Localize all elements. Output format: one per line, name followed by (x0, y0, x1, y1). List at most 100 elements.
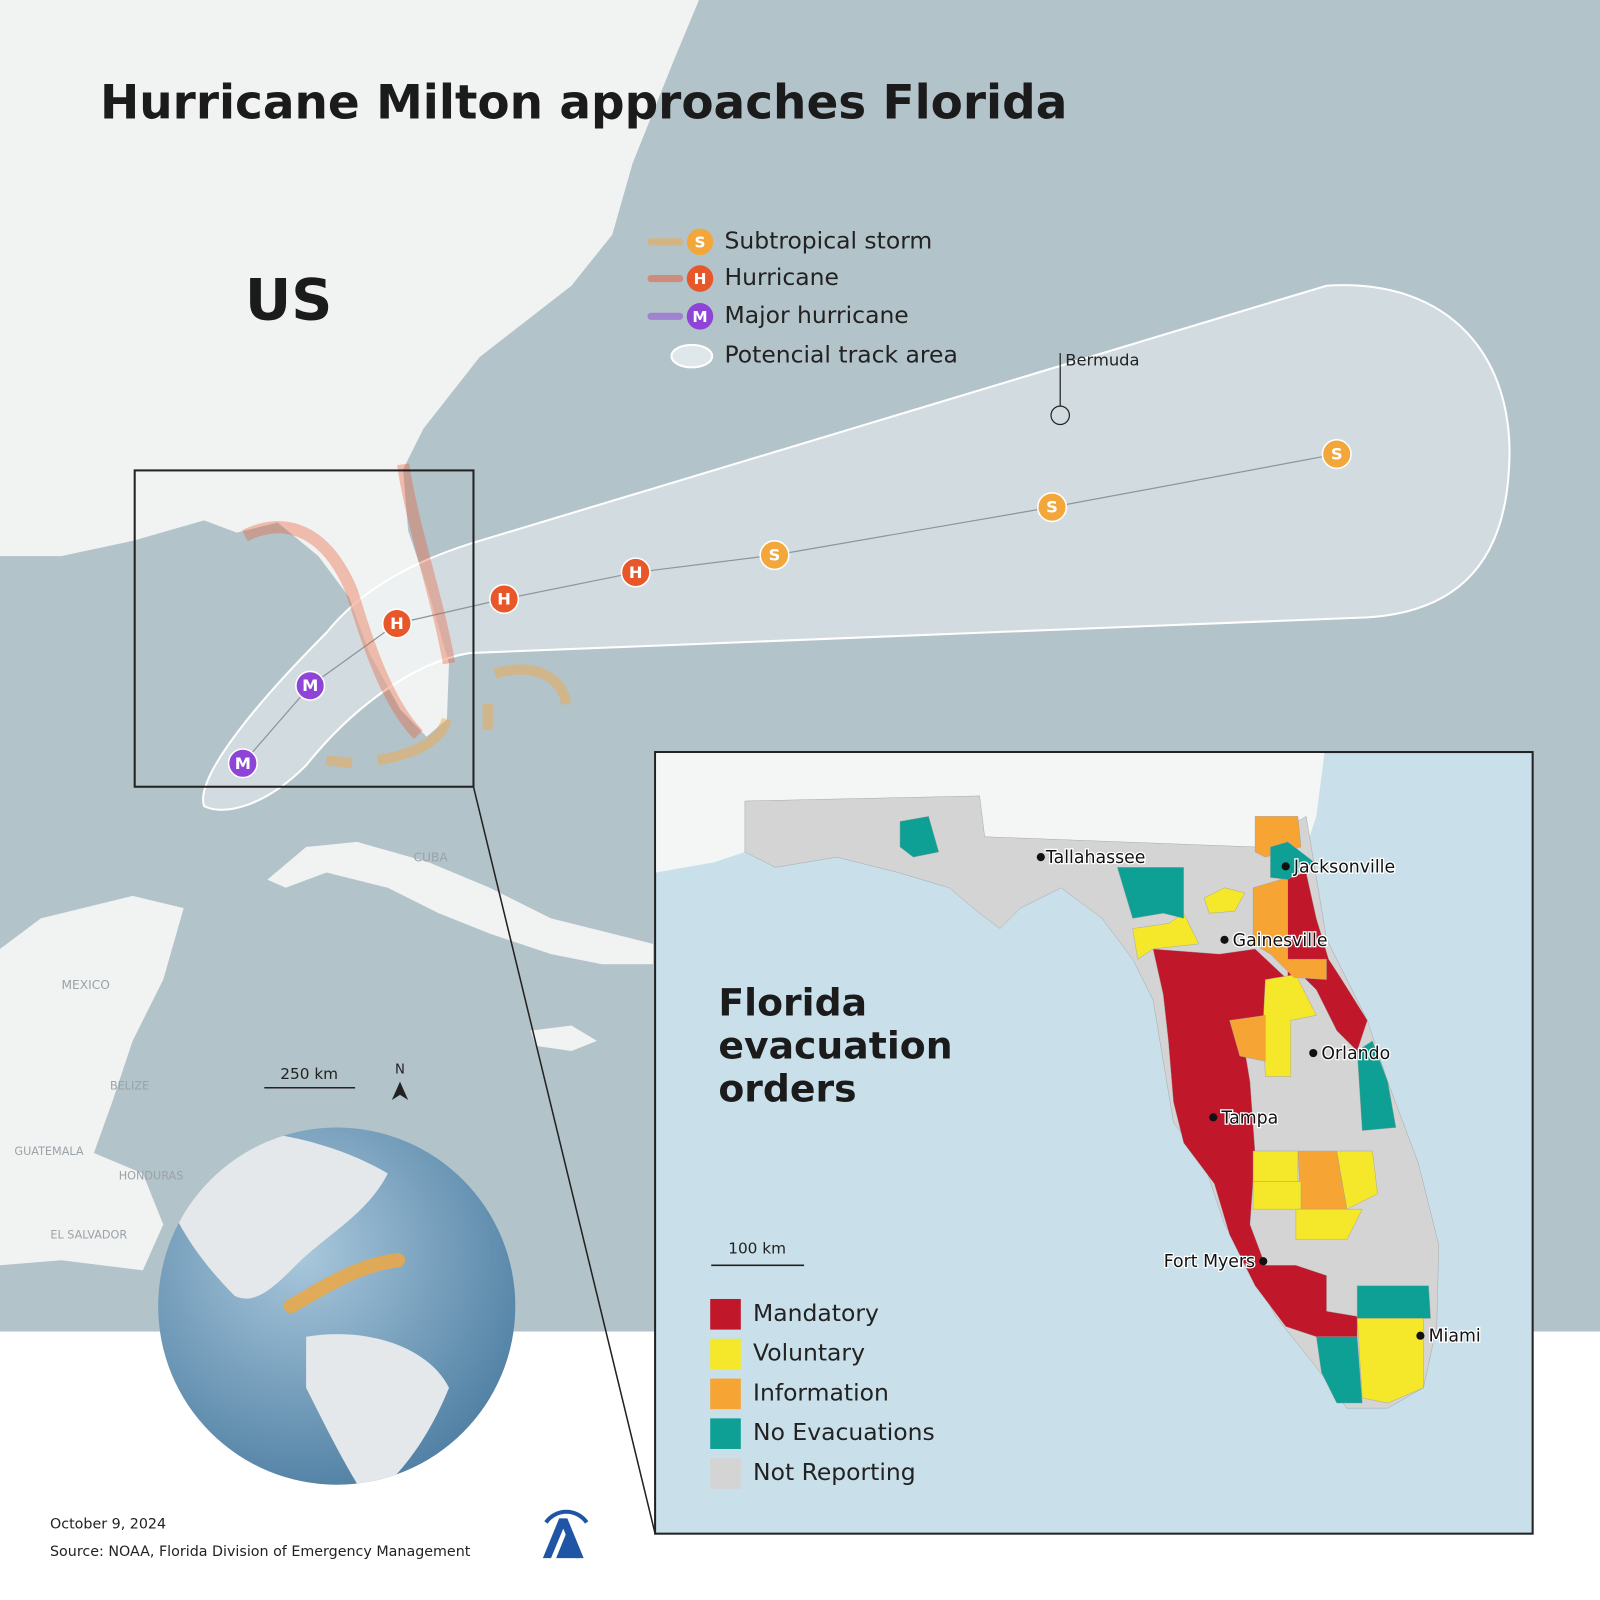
track-marker (1321, 439, 1352, 470)
city-label: Tampa (1220, 1108, 1278, 1128)
legend-label: Potencial track area (724, 341, 957, 369)
city-dot (1416, 1331, 1425, 1340)
county-region (1252, 1181, 1302, 1210)
place-label: GUATEMALA (14, 1145, 84, 1158)
city-dot (1309, 1048, 1318, 1058)
track-symbol: M (302, 676, 318, 695)
county-region (1356, 1285, 1431, 1319)
track-marker (620, 557, 651, 588)
us-land (0, 0, 699, 737)
place-label: CUBA (413, 851, 448, 865)
inset-scale-label: 100 km (728, 1239, 786, 1257)
county-region (1336, 1150, 1378, 1210)
globe-land (163, 1129, 449, 1485)
legend-symbol: M (692, 308, 707, 326)
track-marker (295, 670, 326, 701)
inset-map (654, 751, 1534, 1535)
storm-warning (325, 664, 572, 769)
county-region (1270, 841, 1315, 880)
track-symbol: S (1046, 498, 1058, 517)
county-region (1295, 1208, 1363, 1240)
track-symbol: M (235, 754, 251, 773)
legend-label: Subtropical storm (724, 226, 932, 254)
county-region (1203, 887, 1246, 914)
place-label: MEXICO (61, 978, 109, 992)
city-label: Orlando (1321, 1044, 1390, 1064)
north-label: N (395, 1062, 405, 1077)
track-symbol: H (497, 590, 511, 609)
globe-track (283, 1253, 406, 1314)
legend-marker (686, 265, 714, 292)
inset-title: evacuation (718, 1023, 952, 1067)
track-marker (227, 748, 258, 779)
country-label: US (245, 268, 333, 334)
central-america-land (0, 895, 184, 1271)
county-region (1252, 877, 1327, 980)
city-label: Miami (1429, 1327, 1481, 1347)
track-marker (759, 540, 790, 571)
legend-swatch (710, 1298, 741, 1330)
source: Source: NOAA, Florida Division of Emerge… (50, 1544, 471, 1560)
jamaica-land (530, 1025, 597, 1052)
legend-marker (686, 303, 714, 330)
county-region (1117, 867, 1184, 919)
city-label: Gainesville (1233, 931, 1328, 951)
legend-label: Voluntary (753, 1339, 865, 1367)
track-line (242, 453, 1337, 764)
track-symbol: H (390, 614, 404, 633)
track-symbol: S (1331, 445, 1343, 464)
track-marker (489, 583, 520, 615)
inset-north-land (656, 753, 1325, 873)
title: Hurricane Milton approaches Florida (100, 76, 1067, 131)
city-label: Tallahassee (1045, 848, 1146, 868)
scale-label: 250 km (280, 1065, 338, 1083)
county-region (1356, 1040, 1397, 1131)
inset-extent (133, 469, 475, 788)
city-dot (1281, 862, 1290, 871)
track-symbol: H (629, 563, 643, 582)
hurricane-warning (242, 521, 423, 740)
county-region (1252, 1150, 1299, 1182)
connector (472, 786, 656, 1534)
city-dot (1259, 1257, 1268, 1266)
potential-track-area (202, 284, 1511, 811)
bermuda-marker (1050, 405, 1070, 426)
county-region (1356, 1316, 1424, 1404)
city-label: Fort Myers (1164, 1252, 1255, 1272)
city-label: Jacksonville (1293, 857, 1395, 877)
track-marker (381, 608, 412, 639)
hurricane-warning (397, 463, 456, 665)
legend-label: Hurricane (724, 263, 838, 291)
globe (158, 1127, 516, 1485)
legend-swatch (710, 1458, 741, 1489)
legend-swatch (710, 1378, 741, 1410)
legend-label: Information (753, 1378, 889, 1406)
track-marker (1036, 492, 1068, 523)
north-arrow (391, 1081, 409, 1100)
inset-title: Florida (718, 981, 867, 1025)
place-label: HONDURAS (119, 1170, 184, 1183)
place-label: EL SALVADOR (50, 1229, 127, 1242)
logo (542, 1509, 589, 1559)
city-dot (1209, 1113, 1218, 1122)
legend-marker (686, 228, 714, 256)
inset-title: orders (718, 1066, 856, 1110)
cuba-land (267, 841, 654, 965)
legend-swatch (710, 1418, 741, 1449)
county-region (1229, 1015, 1266, 1062)
legend-symbol: H (694, 270, 707, 288)
legend-swatch (710, 1338, 741, 1370)
city-dot (1220, 935, 1229, 944)
legend-label: No Evacuations (753, 1418, 935, 1446)
track-symbol: S (769, 546, 781, 565)
county-region (1316, 1336, 1363, 1404)
legend-label: Mandatory (753, 1299, 879, 1327)
city-dot (1036, 853, 1045, 862)
legend-symbol: S (694, 233, 705, 251)
place-label: BELIZE (110, 1080, 149, 1093)
county-region (1132, 912, 1200, 960)
legend-label: Not Reporting (753, 1458, 916, 1486)
county-region (899, 816, 940, 858)
